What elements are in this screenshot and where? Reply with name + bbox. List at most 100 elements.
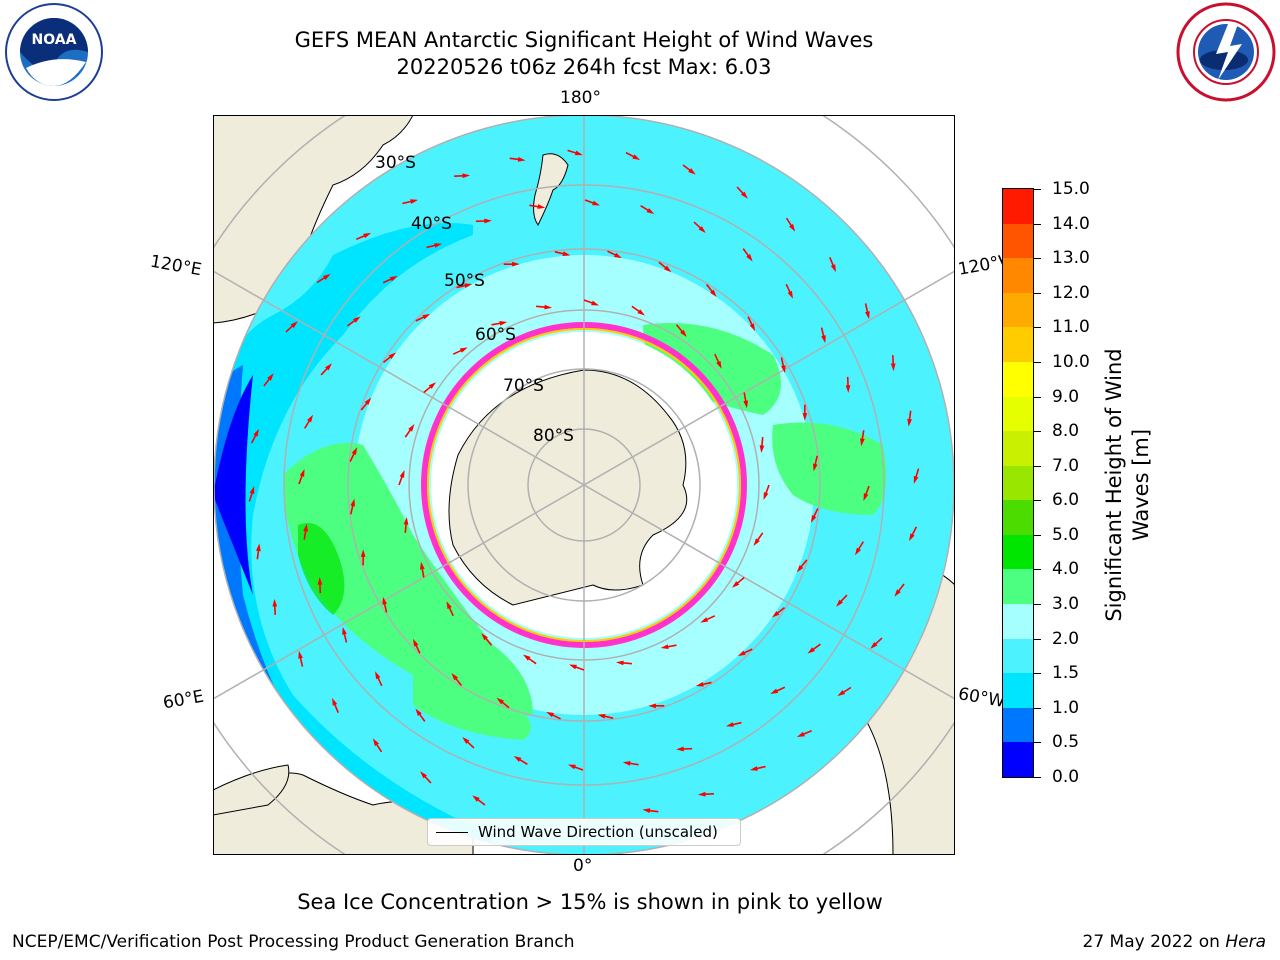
wave-direction-arrowhead [382, 596, 388, 605]
colorbar-segment [1003, 258, 1033, 293]
lat-label-50s: 50°S [444, 271, 485, 291]
wave-direction-arrowhead [642, 808, 651, 813]
wave-direction-arrowhead [517, 157, 526, 162]
footer-date-text: 27 May 2022 on [1082, 932, 1226, 952]
wave-direction-arrowhead [420, 771, 427, 779]
wave-direction-arrowhead [256, 543, 261, 552]
wave-direction-arrowhead [796, 565, 804, 573]
lat-label-80s: 80°S [533, 426, 574, 446]
wave-direction-arrowhead [544, 304, 553, 310]
colorbar-segment [1003, 742, 1033, 777]
wave-direction-arrowhead [890, 363, 896, 372]
wave-direction-arrowhead [810, 515, 817, 523]
colorbar-tick [1034, 431, 1041, 433]
wave-direction-arrowhead [676, 746, 684, 752]
chart-subtitle: 20220526 t06z 264h fcst Max: 6.03 [396, 55, 772, 79]
wave-direction-arrowhead [741, 191, 748, 199]
wave-direction-arrowhead [592, 200, 601, 206]
wave-direction-arrowhead [403, 516, 409, 525]
wave-direction-arrowhead [771, 610, 780, 618]
wave-direction-arrowhead [410, 199, 419, 204]
wave-direction-arrowhead [512, 261, 520, 267]
wave-direction-arrowhead [796, 731, 805, 737]
colorbar-tick-label: 4.0 [1052, 559, 1080, 580]
wave-direction-arrowhead [462, 173, 471, 179]
colorbar-tick-label: 11.0 [1052, 317, 1090, 338]
wave-direction-arrowhead [780, 365, 786, 374]
wave-direction-arrowhead [695, 681, 704, 687]
wave-direction-arrowhead [648, 703, 656, 709]
wave-direction-arrowhead [845, 385, 851, 393]
wave-direction-arrowhead [299, 468, 305, 477]
wave-direction-arrowhead [725, 722, 734, 727]
colorbar-tick [1034, 777, 1041, 778]
wave-direction-arrowhead [622, 761, 631, 766]
colorbar-tick-label: 13.0 [1052, 248, 1090, 269]
wave-direction-arrowhead [749, 766, 758, 771]
wave-direction-arrowhead [481, 632, 488, 641]
wave-direction-arrowhead [807, 647, 815, 654]
colorbar-segment [1003, 327, 1033, 362]
wave-direction-arrowhead [360, 549, 366, 557]
colorbar-tick [1034, 707, 1041, 709]
wave-direction-arrowhead [350, 498, 356, 507]
colorbar-tick-label: 1.5 [1052, 663, 1080, 684]
wave-direction-arrowhead [446, 601, 452, 610]
wave-direction-arrowhead [731, 581, 740, 588]
wave-direction-arrowhead [253, 428, 259, 437]
colorbar [1002, 188, 1034, 778]
wave-direction-arrowhead [664, 265, 672, 273]
colorbar-tick [1034, 673, 1041, 675]
lon-label-60e: 60°E [161, 686, 206, 714]
colorbar-tick-label: 10.0 [1052, 351, 1090, 372]
colorbar-label-line1: Significant Height of Wind [1102, 348, 1126, 622]
wave-direction-arrowhead [680, 329, 687, 338]
colorbar-tick-label: 7.0 [1052, 455, 1080, 476]
wave-direction-arrowhead [615, 660, 624, 666]
colorbar-tick-label: 12.0 [1052, 282, 1090, 303]
wave-direction-arrowhead [388, 352, 397, 360]
colorbar-tick [1034, 396, 1041, 398]
wave-direction-arrowhead [698, 226, 706, 233]
wave-direction-arrowhead [459, 347, 468, 353]
colorbar-segment [1003, 396, 1033, 432]
wave-direction-arrowhead [322, 273, 331, 280]
wave-direction-arrowhead [389, 276, 398, 282]
wave-direction-arrowhead [637, 309, 645, 316]
wave-direction-arrowhead [568, 664, 577, 670]
wave-direction-arrowhead [854, 547, 861, 556]
wave-direction-arrowhead [567, 764, 576, 770]
wave-direction-arrowhead [863, 493, 869, 502]
wave-direction-arrowhead [913, 475, 919, 484]
wave-direction-arrowhead [332, 697, 338, 706]
polar-map: 30°S 40°S 50°S 60°S 70°S 80°S [213, 115, 955, 855]
wave-direction-arrowhead [513, 755, 522, 762]
colorbar-tick-label: 0.0 [1052, 767, 1080, 787]
wave-direction-arrowhead [562, 251, 571, 257]
wave-direction-arrowhead [351, 447, 358, 455]
colorbar-tick [1034, 604, 1041, 606]
colorbar-tick [1034, 223, 1041, 225]
wave-direction-arrowhead [353, 316, 361, 323]
colorbar-segment [1003, 465, 1033, 501]
colorbar-tick-label: 0.5 [1052, 732, 1080, 753]
colorbar-tick [1034, 465, 1041, 467]
wave-green-east2 [772, 422, 887, 515]
wave-direction-arrowhead [860, 438, 865, 447]
wave-direction-arrowhead [614, 252, 622, 259]
wave-direction-arrowhead [688, 168, 696, 175]
wave-direction-arrowhead [830, 264, 836, 273]
wave-direction-arrowhead [496, 697, 504, 705]
wave-direction-arrowhead [408, 424, 415, 432]
wave-direction-arrowhead [546, 711, 554, 718]
colorbar-segment [1003, 707, 1033, 743]
wave-direction-arrowhead [307, 414, 314, 423]
wave-direction-arrowhead [434, 243, 443, 248]
colorbar-tick [1034, 361, 1041, 363]
wave-direction-arrowhead [249, 486, 255, 495]
colorbar-tick-label: 1.0 [1052, 697, 1080, 718]
wave-green-south [413, 675, 531, 740]
wave-direction-arrowhead [415, 708, 422, 716]
svg-text:NOAA: NOAA [32, 32, 77, 48]
colorbar-tick [1034, 327, 1041, 329]
